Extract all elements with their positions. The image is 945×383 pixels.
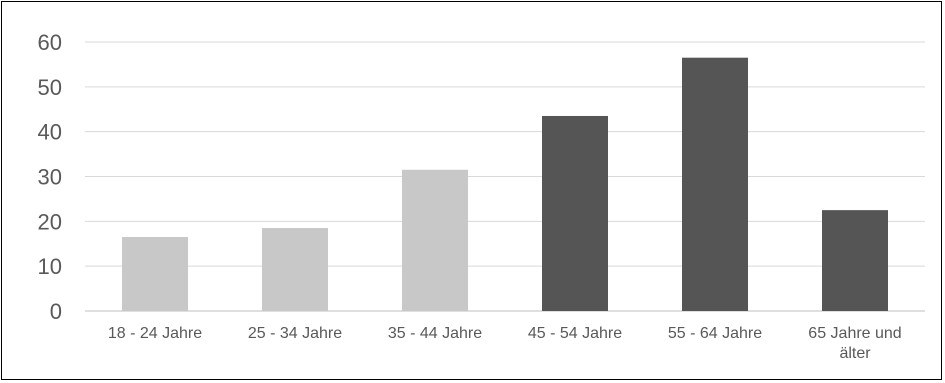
x-tick-label: 65 Jahre und älter [808,325,901,362]
x-tick-label-line: 55 - 64 Jahre [668,325,762,342]
bar-5 [682,57,748,311]
x-tick-label-line: 45 - 54 Jahre [528,325,622,342]
y-tick-label: 20 [38,209,62,234]
bar-3 [402,169,468,311]
x-tick-label: 55 - 64 Jahre [668,325,762,342]
x-tick-label: 25 - 34 Jahre [248,325,342,342]
y-tick-label: 60 [38,30,62,55]
y-tick-label: 10 [38,254,62,279]
x-tick-label-line: 18 - 24 Jahre [108,325,202,342]
y-tick-label: 30 [38,165,62,190]
x-tick-label: 35 - 44 Jahre [388,325,482,342]
x-tick-label: 18 - 24 Jahre [108,325,202,342]
x-tick-label-line: 25 - 34 Jahre [248,325,342,342]
y-axis-ticks: 0 10 20 30 40 50 60 [38,30,62,324]
bar-6 [822,210,888,311]
bar-1 [122,237,188,311]
gridlines [85,41,925,312]
x-axis-ticks: 18 - 24 Jahre 25 - 34 Jahre 35 - 44 Jahre 4… [108,325,902,362]
x-tick-label: 45 - 54 Jahre [528,325,622,342]
y-tick-label: 0 [50,299,62,324]
x-tick-label-line: älter [839,345,871,362]
bar-4 [542,115,608,311]
x-tick-label-line: 35 - 44 Jahre [388,325,482,342]
bars [122,57,888,311]
bar-2 [262,228,328,311]
x-tick-label-line: 65 Jahre und [808,325,901,342]
y-tick-label: 50 [38,75,62,100]
y-tick-label: 40 [38,120,62,145]
